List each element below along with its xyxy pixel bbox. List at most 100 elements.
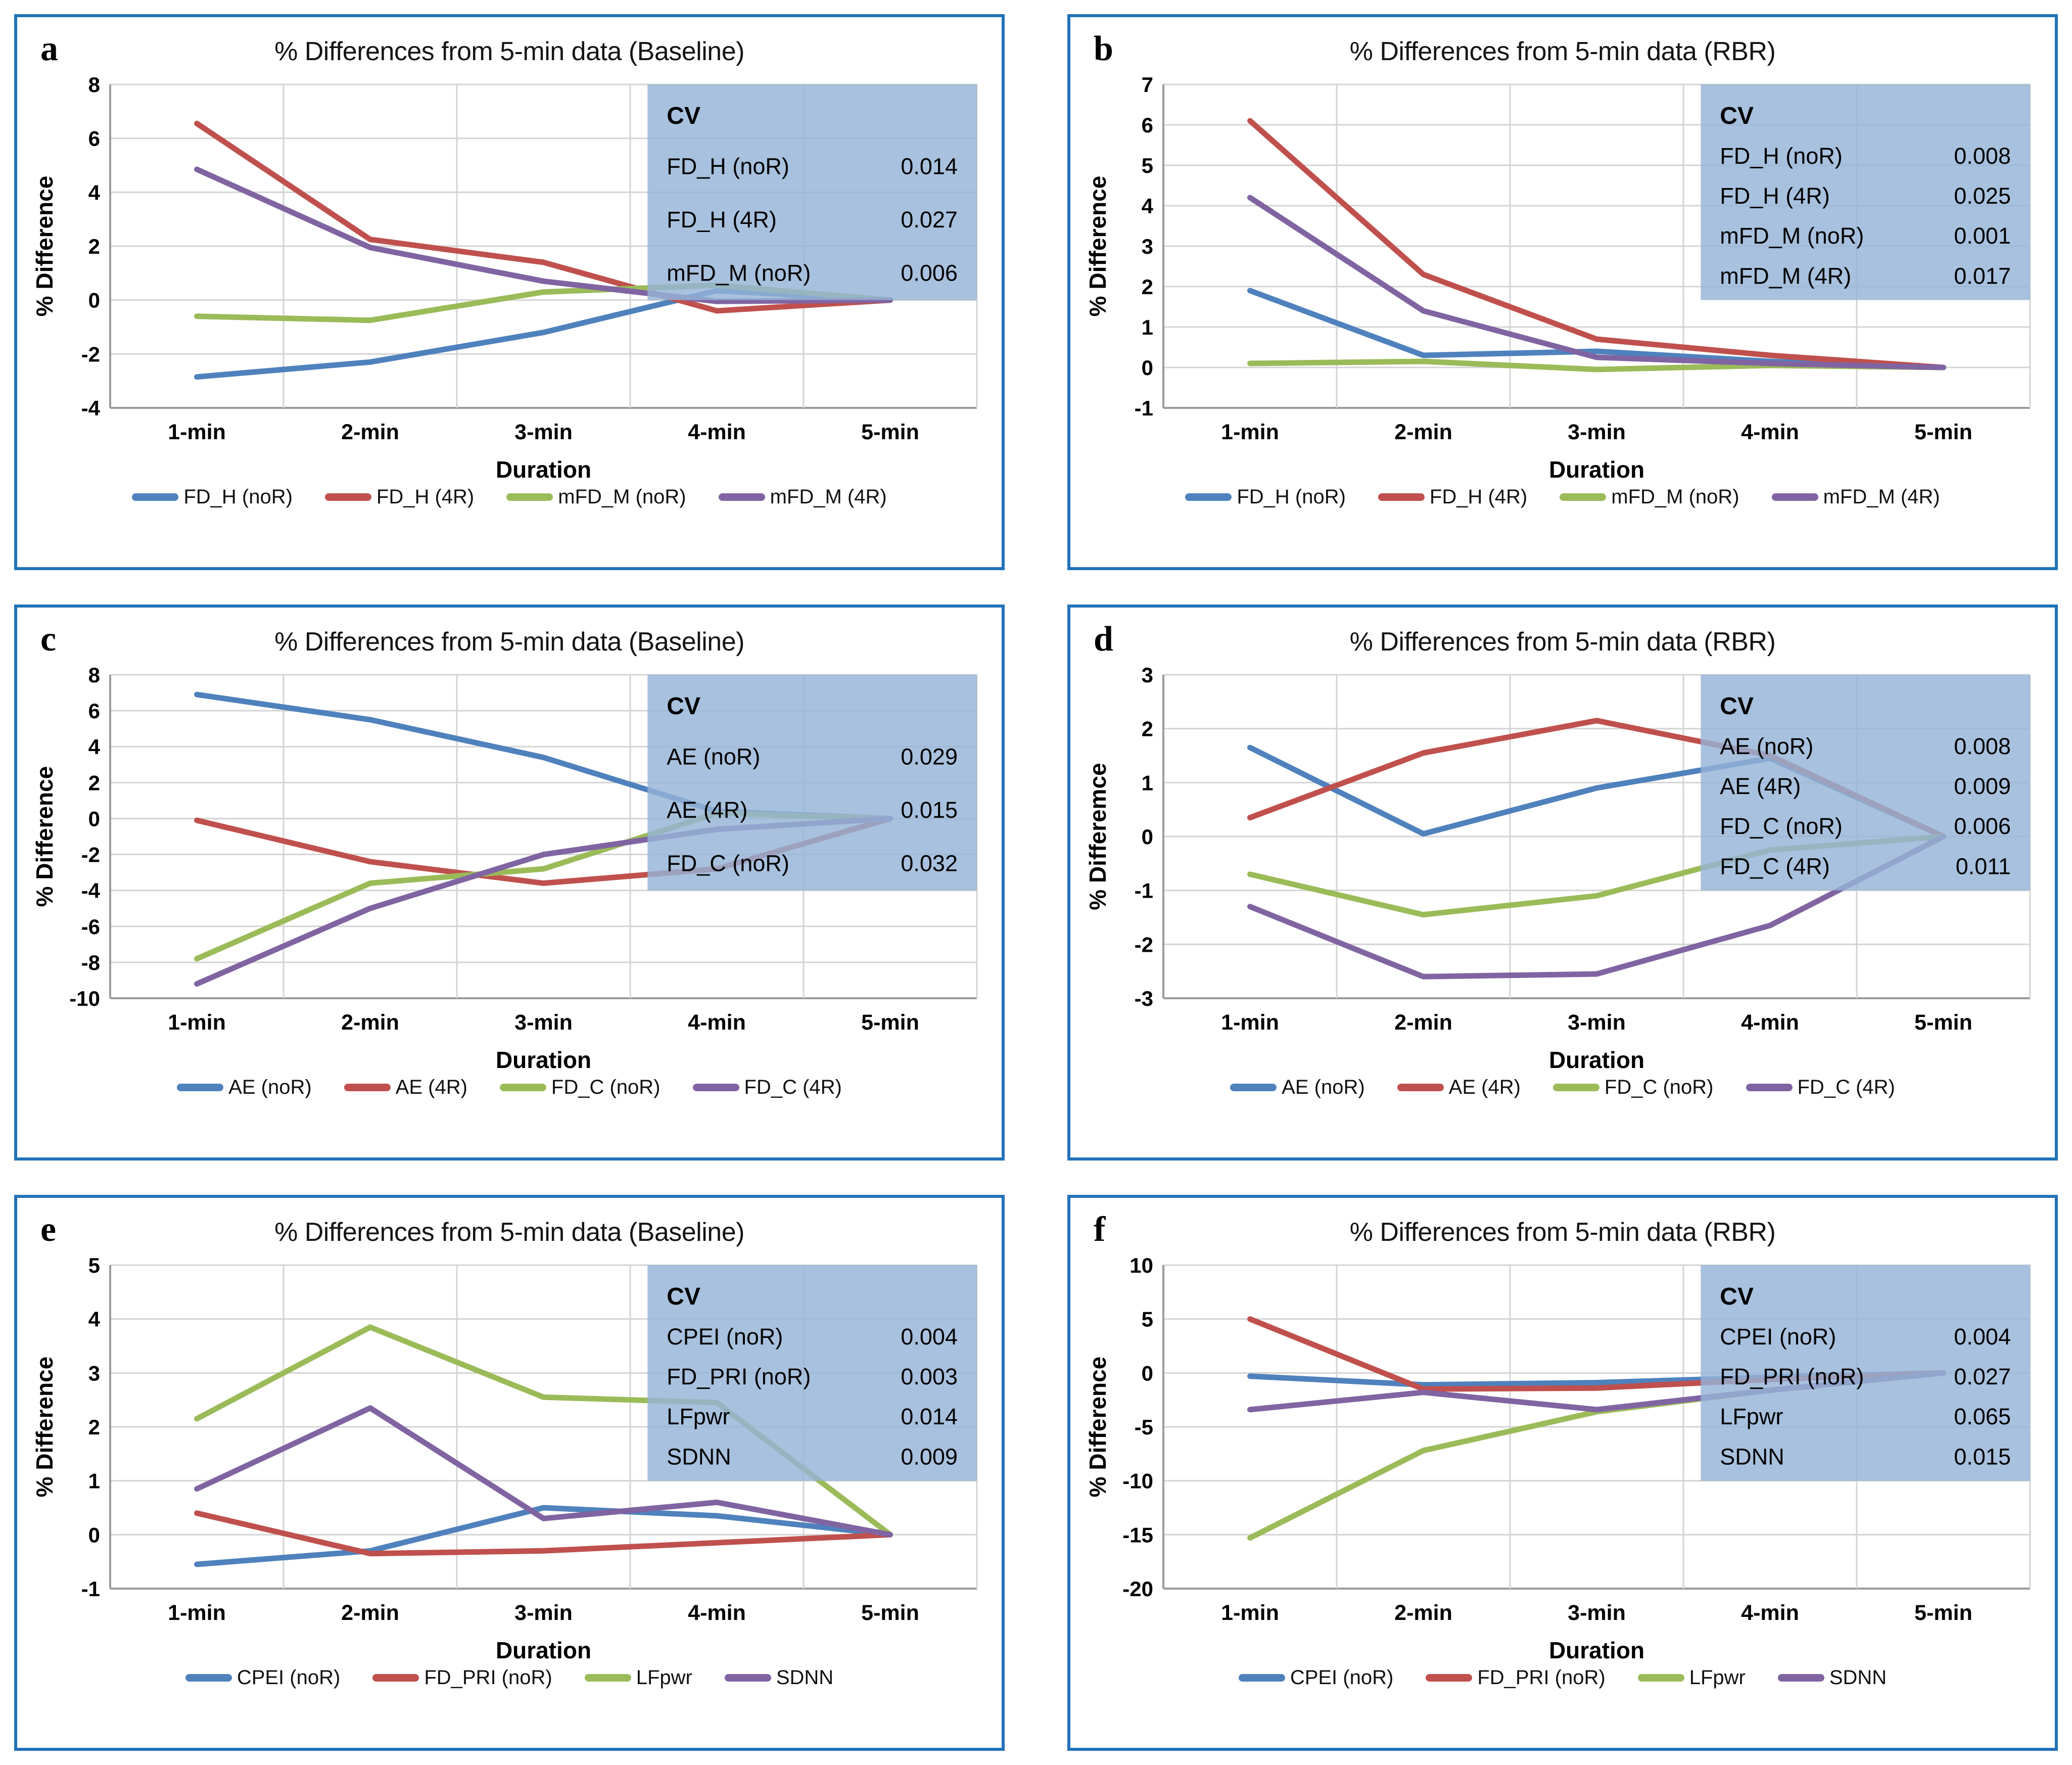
svg-text:3-min: 3-min bbox=[514, 1601, 573, 1625]
svg-text:1: 1 bbox=[1142, 315, 1153, 339]
cv-row-value-sdnn: 0.015 bbox=[1954, 1444, 2011, 1469]
cv-row-label-ae-nor: AE (noR) bbox=[1720, 733, 1813, 759]
legend-swatch-cpei-nor-icon bbox=[185, 1674, 232, 1682]
chart-svg-e: CV CPEI (noR) 0.004 FD_PRI (noR) 0.003 LFpwr 0… bbox=[31, 1258, 978, 1663]
svg-text:2: 2 bbox=[88, 1415, 100, 1439]
legend-swatch-fd-pri-nor-icon bbox=[372, 1674, 419, 1682]
legend-item-cpei-nor: CPEI (noR) bbox=[185, 1666, 340, 1689]
svg-text:-1: -1 bbox=[1135, 396, 1153, 420]
cv-table-b: CV FD_H (noR) 0.008 FD_H (4R) 0.025 mFD_M (no… bbox=[1720, 103, 2011, 289]
legend-label-fd-pri-nor: FD_PRI (noR) bbox=[424, 1666, 552, 1689]
svg-text:4-min: 4-min bbox=[1741, 1010, 1799, 1035]
panel-b: b % Differences from 5-min data (RBR) CV FD… bbox=[1067, 14, 2058, 570]
legend-label-ae-nor: AE (noR) bbox=[1282, 1076, 1365, 1098]
legend-swatch-fd-pri-nor-icon bbox=[1426, 1674, 1473, 1682]
legend-label-ae-4r: AE (4R) bbox=[395, 1076, 467, 1098]
y-axis-label-e: % Difference bbox=[31, 1357, 58, 1498]
cv-row-label-fd-c-nor: FD_C (noR) bbox=[1720, 813, 1843, 839]
svg-text:0: 0 bbox=[88, 807, 100, 830]
legend-label-fd-pri-nor: FD_PRI (noR) bbox=[1477, 1666, 1606, 1689]
svg-text:10: 10 bbox=[1129, 1258, 1153, 1277]
cv-row-label-fd-pri-nor: FD_PRI (noR) bbox=[667, 1364, 811, 1389]
svg-text:-10: -10 bbox=[69, 987, 100, 1010]
series-line-mfd-m-4r bbox=[194, 166, 893, 304]
legend-swatch-ae-4r-icon bbox=[344, 1084, 391, 1091]
cv-header: CV bbox=[1720, 693, 1754, 720]
legend-item-ae-4r: AE (4R) bbox=[344, 1076, 467, 1099]
legend-label-fd-h-4r: FD_H (4R) bbox=[1429, 486, 1528, 508]
svg-text:2: 2 bbox=[88, 771, 100, 795]
x-axis-ticks-c: 1-min 2-min 3-min 4-min 5-min bbox=[168, 1010, 919, 1035]
svg-text:0: 0 bbox=[1142, 356, 1153, 380]
cv-row-value-fd-h-nor: 0.014 bbox=[901, 153, 958, 179]
chart-title-d: % Differences from 5-min data (RBR) bbox=[1349, 627, 1776, 657]
legend-label-fd-h-nor: FD_H (noR) bbox=[183, 486, 293, 508]
legend-label-ae-nor: AE (noR) bbox=[228, 1076, 312, 1098]
panel-d: d % Differences from 5-min data (RBR) CV AE… bbox=[1067, 605, 2058, 1160]
legend-swatch-fd-c-4r-icon bbox=[692, 1084, 739, 1091]
svg-text:0: 0 bbox=[88, 289, 100, 312]
legend-label-lfpwr: LFpwr bbox=[1689, 1666, 1746, 1689]
cv-header: CV bbox=[1720, 103, 1754, 129]
legend-item-fd-c-4r: FD_C (4R) bbox=[692, 1076, 842, 1099]
legend-label-mfd-m-nor: mFD_M (noR) bbox=[1611, 486, 1739, 508]
cv-row-label-cpei-nor: CPEI (noR) bbox=[1720, 1324, 1836, 1350]
svg-text:1-min: 1-min bbox=[1221, 1010, 1279, 1035]
svg-text:-2: -2 bbox=[1135, 933, 1153, 956]
cv-row-label-fd-h-nor: FD_H (noR) bbox=[667, 153, 789, 179]
x-axis-label-e: Duration bbox=[496, 1637, 591, 1663]
svg-text:4: 4 bbox=[1142, 194, 1154, 218]
svg-text:1-min: 1-min bbox=[1221, 1601, 1279, 1625]
legend-item-sdnn: SDNN bbox=[724, 1666, 833, 1689]
legend-swatch-fd-c-nor-icon bbox=[1552, 1084, 1599, 1091]
svg-text:2-min: 2-min bbox=[341, 420, 399, 444]
legend-c: AE (noR) AE (4R) FD_C (noR) FD_C (4R) bbox=[27, 1076, 992, 1099]
legend-swatch-fd-c-4r-icon bbox=[1746, 1084, 1793, 1091]
svg-text:5: 5 bbox=[1142, 154, 1153, 177]
svg-text:2-min: 2-min bbox=[1394, 1601, 1452, 1625]
legend-label-fd-c-nor: FD_C (noR) bbox=[1604, 1076, 1714, 1098]
x-axis-ticks-f: 1-min 2-min 3-min 4-min 5-min bbox=[1221, 1601, 1972, 1625]
cv-row-label-cpei-nor: CPEI (noR) bbox=[667, 1324, 783, 1350]
svg-text:3-min: 3-min bbox=[1568, 1010, 1626, 1035]
svg-text:1-min: 1-min bbox=[168, 420, 226, 444]
legend-label-mfd-m-nor: mFD_M (noR) bbox=[558, 486, 686, 508]
cv-box-d bbox=[1701, 675, 2030, 891]
cv-table-f: CV CPEI (noR) 0.004 FD_PRI (noR) 0.027 LFpwr 0… bbox=[1720, 1283, 2011, 1469]
svg-text:2: 2 bbox=[1142, 717, 1153, 741]
svg-text:-2: -2 bbox=[81, 843, 100, 867]
legend-item-mfd-m-4r: mFD_M (4R) bbox=[1771, 486, 1940, 508]
svg-text:3-min: 3-min bbox=[1568, 1601, 1626, 1625]
cv-row-value-cpei-nor: 0.004 bbox=[901, 1324, 958, 1350]
cv-row-label-fd-c-4r: FD_C (4R) bbox=[1720, 853, 1830, 879]
svg-text:6: 6 bbox=[1142, 113, 1153, 137]
svg-text:5: 5 bbox=[1142, 1308, 1153, 1331]
cv-row-value-mfd-m-4r: 0.017 bbox=[1954, 263, 2011, 289]
panel-e: e % Differences from 5-min data (Baseline… bbox=[14, 1195, 1005, 1751]
x-axis-ticks-d: 1-min 2-min 3-min 4-min 5-min bbox=[1221, 1010, 1972, 1035]
legend-swatch-fd-h-nor-icon bbox=[132, 493, 179, 501]
chart-svg-b: CV FD_H (noR) 0.008 FD_H (4R) 0.025 mFD_M (no… bbox=[1085, 77, 2031, 483]
cv-row-value-lfpwr: 0.065 bbox=[1954, 1404, 2011, 1429]
cv-box-c bbox=[647, 675, 977, 891]
cv-row-label-sdnn: SDNN bbox=[667, 1444, 731, 1469]
legend-item-fd-h-nor: FD_H (noR) bbox=[132, 486, 293, 508]
chart-title-f: % Differences from 5-min data (RBR) bbox=[1349, 1218, 1776, 1247]
svg-text:-2: -2 bbox=[81, 342, 100, 366]
cv-table-a: CV FD_H (noR) 0.014 FD_H (4R) 0.027 mFD_M (no… bbox=[667, 103, 958, 286]
svg-text:-4: -4 bbox=[81, 879, 101, 903]
cv-row-value-fd-c-nor: 0.032 bbox=[901, 850, 958, 876]
cv-row-value-ae-4r: 0.015 bbox=[901, 797, 958, 823]
legend-swatch-fd-c-nor-icon bbox=[499, 1084, 546, 1091]
cv-header: CV bbox=[667, 693, 700, 720]
svg-text:2-min: 2-min bbox=[341, 1601, 399, 1625]
x-axis-ticks-b: 1-min 2-min 3-min 4-min 5-min bbox=[1221, 420, 1972, 444]
cv-row-value-lfpwr: 0.014 bbox=[901, 1404, 958, 1429]
cv-row-value-cpei-nor: 0.004 bbox=[1954, 1324, 2011, 1350]
legend-label-mfd-m-4r: mFD_M (4R) bbox=[1823, 486, 1940, 508]
legend-item-fd-pri-nor: FD_PRI (noR) bbox=[372, 1666, 552, 1689]
legend-swatch-ae-4r-icon bbox=[1397, 1084, 1444, 1091]
legend-e: CPEI (noR) FD_PRI (noR) LFpwr SDNN bbox=[27, 1666, 992, 1689]
cv-row-label-lfpwr: LFpwr bbox=[667, 1404, 730, 1429]
legend-item-cpei-nor: CPEI (noR) bbox=[1238, 1666, 1393, 1689]
